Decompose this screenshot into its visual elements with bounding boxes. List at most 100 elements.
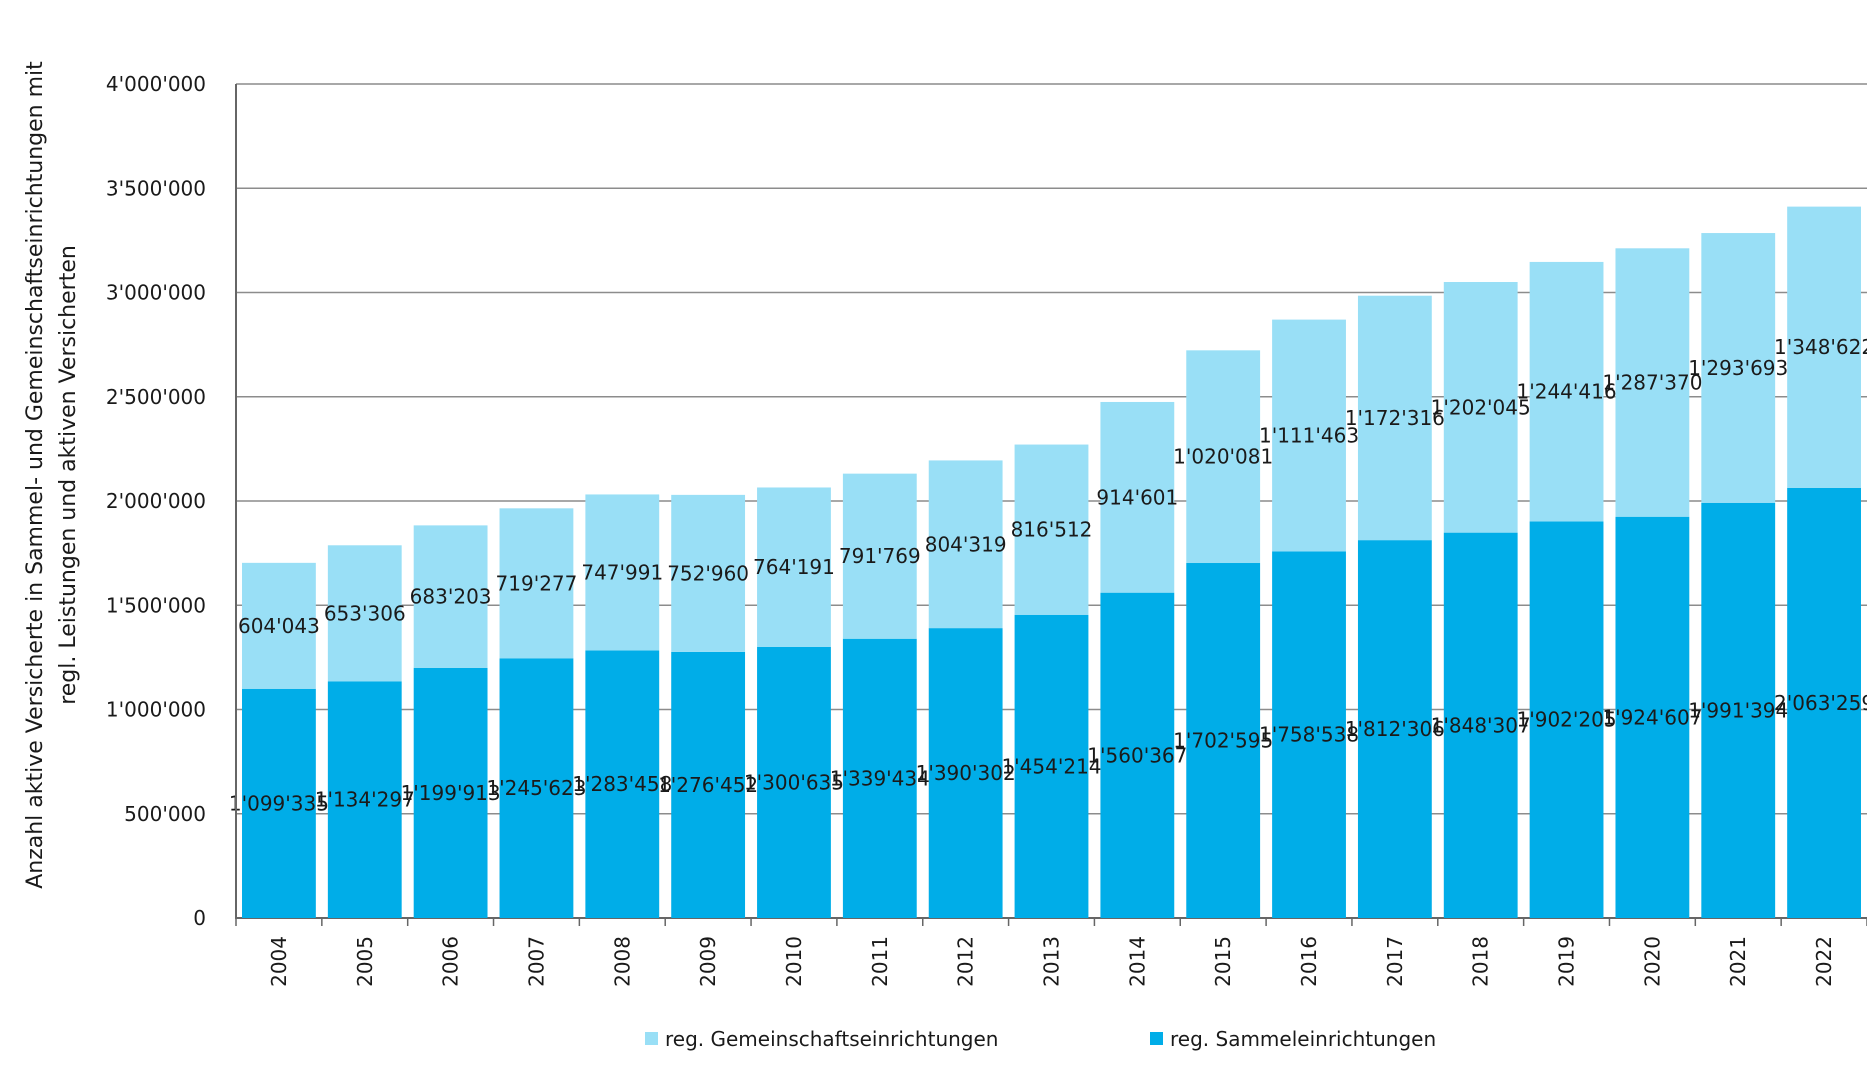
data-label: 914'601 bbox=[1096, 485, 1178, 509]
legend-label: reg. Sammeleinrichtungen bbox=[1170, 1027, 1436, 1051]
bar-segment bbox=[1014, 444, 1089, 615]
y-tick-label: 3'000'000 bbox=[106, 281, 206, 305]
data-label: 791'769 bbox=[839, 544, 921, 568]
bar-segment bbox=[1272, 319, 1346, 552]
bar-segment bbox=[413, 525, 488, 668]
x-tick-label: 2013 bbox=[1040, 936, 1064, 987]
bar-segment bbox=[1529, 261, 1604, 522]
data-label: 1'244'416 bbox=[1517, 380, 1617, 404]
bar-segment bbox=[327, 681, 402, 918]
data-label: 804'319 bbox=[925, 532, 1007, 556]
data-label: 653'306 bbox=[324, 601, 406, 625]
data-label: 1'702'595 bbox=[1173, 729, 1273, 753]
bar-segment bbox=[1357, 295, 1432, 541]
data-label: 1'245'623 bbox=[486, 776, 586, 800]
y-tick-label: 0 bbox=[193, 906, 206, 930]
data-label: 1'020'081 bbox=[1173, 445, 1273, 469]
x-tick-label: 2019 bbox=[1555, 936, 1579, 987]
bar-segment bbox=[242, 562, 316, 689]
y-tick-label: 500'000 bbox=[124, 802, 206, 826]
data-labels: 1'099'335 604'043 1'134'297 653'306 1'199'91… bbox=[229, 335, 1867, 815]
bar-segment bbox=[1186, 563, 1261, 918]
bar-segment bbox=[1014, 614, 1089, 918]
bar-segment bbox=[413, 667, 488, 918]
data-label: 1'199'913 bbox=[401, 781, 501, 805]
legend-swatch bbox=[645, 1032, 658, 1045]
x-tick-label: 2007 bbox=[524, 936, 548, 987]
y-axis-ticks: 0 500'000 1'000'000 1'500'000 2'000'000 2'500… bbox=[106, 72, 206, 930]
data-label: 1'390'302 bbox=[916, 761, 1016, 785]
data-label: 604'043 bbox=[238, 614, 320, 638]
x-tick-label: 2017 bbox=[1383, 936, 1407, 987]
data-label: 1'991'394 bbox=[1688, 698, 1788, 722]
y-tick-label: 2'000'000 bbox=[106, 489, 206, 513]
data-label: 1'099'335 bbox=[229, 791, 329, 815]
x-tick-label: 2006 bbox=[439, 936, 463, 987]
data-label: 1'293'693 bbox=[1688, 356, 1788, 380]
bar-segment bbox=[928, 460, 1003, 629]
x-tick-label: 2018 bbox=[1469, 936, 1493, 987]
x-tick-label: 2022 bbox=[1812, 936, 1836, 987]
bar-segment bbox=[585, 494, 660, 651]
bar-segment bbox=[499, 658, 574, 918]
data-label: 1'339'434 bbox=[830, 766, 930, 790]
legend-swatch bbox=[1150, 1032, 1163, 1045]
data-label: 1'300'635 bbox=[744, 770, 844, 794]
bar-segment bbox=[585, 650, 660, 918]
legend-label: reg. Gemeinschaftseinrichtungen bbox=[665, 1027, 998, 1051]
data-label: 1'111'463 bbox=[1259, 423, 1359, 447]
y-tick-label: 1'500'000 bbox=[106, 593, 206, 617]
y-tick-label: 2'500'000 bbox=[106, 385, 206, 409]
x-axis: 2004 2005 2006 2007 2008 2009 2010 2011 2012 2013… bbox=[235, 84, 1867, 987]
y-axis-title-line1: Anzahl aktive Versicherte in Sammel- und… bbox=[23, 61, 48, 889]
y-tick-label: 1'000'000 bbox=[106, 698, 206, 722]
data-label: 764'191 bbox=[753, 555, 835, 579]
data-label: 1'560'367 bbox=[1087, 743, 1187, 767]
bar-segment bbox=[1100, 401, 1175, 593]
bar-segment bbox=[1787, 206, 1861, 488]
bar-segment bbox=[1701, 233, 1776, 503]
bar-segment bbox=[1615, 516, 1690, 918]
bar-segment bbox=[1443, 282, 1518, 533]
data-label: 1'758'538 bbox=[1259, 723, 1359, 747]
data-label: 1'812'306 bbox=[1345, 717, 1445, 741]
data-label: 816'512 bbox=[1011, 518, 1093, 542]
data-label: 1'134'297 bbox=[315, 788, 415, 812]
bar-segment bbox=[1100, 592, 1175, 918]
data-label: 719'277 bbox=[496, 571, 578, 595]
bar-segment bbox=[757, 646, 831, 918]
data-label: 1'454'214 bbox=[1001, 754, 1101, 778]
data-label: 1'202'045 bbox=[1431, 395, 1531, 419]
data-label: 2'063'259 bbox=[1774, 691, 1867, 715]
data-label: 1'924'607 bbox=[1602, 705, 1702, 729]
x-tick-label: 2009 bbox=[696, 936, 720, 987]
data-label: 1'348'622 bbox=[1774, 335, 1867, 359]
bar-segment bbox=[671, 651, 746, 918]
y-tick-label: 3'500'000 bbox=[106, 176, 206, 200]
bar-segment bbox=[928, 628, 1003, 918]
x-tick-label: 2008 bbox=[610, 936, 634, 987]
y-axis-title: Anzahl aktive Versicherte in Sammel- und… bbox=[23, 61, 81, 889]
data-label: 683'203 bbox=[410, 585, 492, 609]
bar-segment bbox=[1443, 532, 1518, 918]
bar-segment bbox=[842, 638, 917, 918]
y-tick-label: 4'000'000 bbox=[106, 72, 206, 96]
data-label: 1'848'307 bbox=[1431, 713, 1531, 737]
bar-segment bbox=[1701, 502, 1776, 918]
x-tick-label: 2005 bbox=[353, 936, 377, 987]
x-tick-label: 2010 bbox=[782, 936, 806, 987]
bar-segment bbox=[327, 545, 402, 682]
x-tick-label: 2016 bbox=[1297, 936, 1321, 987]
bar-segment bbox=[1529, 521, 1604, 918]
data-label: 1'283'458 bbox=[572, 772, 672, 796]
data-label: 752'960 bbox=[667, 561, 749, 585]
bar-segment bbox=[671, 494, 746, 652]
x-tick-label: 2011 bbox=[868, 936, 892, 987]
bars bbox=[242, 206, 1861, 918]
legend-item: reg. Sammeleinrichtungen bbox=[1150, 1027, 1436, 1051]
bar-segment bbox=[1186, 350, 1261, 564]
x-tick-label: 2014 bbox=[1125, 936, 1149, 987]
bar-segment bbox=[499, 508, 574, 659]
x-tick-label: 2012 bbox=[954, 936, 978, 987]
bar-segment bbox=[1357, 540, 1432, 918]
